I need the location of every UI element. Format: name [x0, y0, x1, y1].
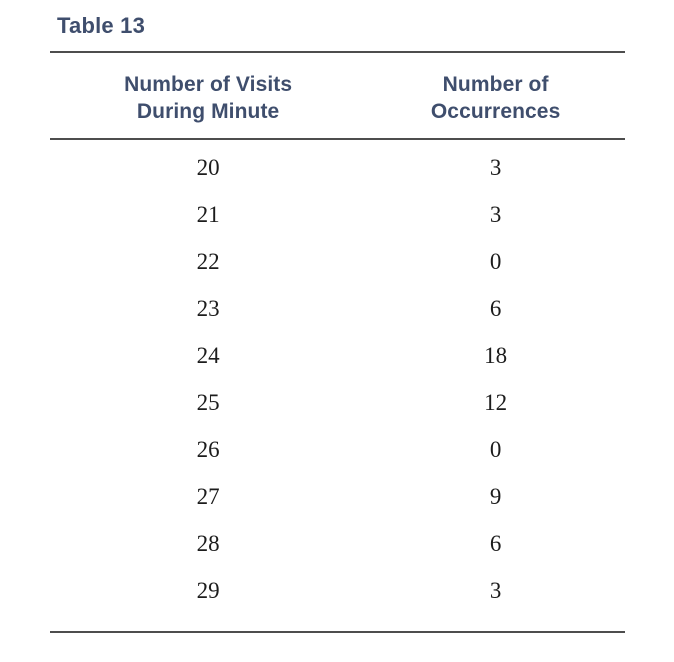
- table-figure: Table 13 Number of Visits During Minute …: [50, 13, 625, 633]
- table-row: 29 3: [50, 567, 625, 614]
- table-top-rule: [50, 51, 625, 53]
- table-body: 20 3 21 3 22 0 23 6 24 18 25 12 26 0 27: [50, 140, 625, 631]
- table-row: 23 6: [50, 285, 625, 332]
- occurrences-cell: 18: [484, 342, 508, 368]
- table-bottom-rule: [50, 631, 625, 633]
- occurrences-cell: 9: [489, 483, 502, 509]
- table-row: 27 9: [50, 473, 625, 520]
- visits-cell: 24: [196, 342, 220, 368]
- visits-cell: 22: [196, 248, 220, 274]
- occurrences-cell: 6: [489, 530, 502, 556]
- visits-cell: 27: [196, 483, 220, 509]
- visits-cell: 23: [196, 295, 220, 321]
- occurrences-cell: 3: [489, 201, 502, 227]
- table-row: 22 0: [50, 238, 625, 285]
- visits-cell: 28: [196, 530, 220, 556]
- occurrences-cell: 0: [489, 436, 502, 462]
- occurrences-cell: 3: [489, 154, 502, 180]
- visits-cell: 26: [196, 436, 220, 462]
- table-row: 20 3: [50, 144, 625, 191]
- header-divider-rule: [50, 138, 625, 140]
- table-row: 21 3: [50, 191, 625, 238]
- table-row: 28 6: [50, 520, 625, 567]
- visits-cell: 25: [196, 389, 220, 415]
- column-header-occurrences: Number of Occurrences: [430, 73, 561, 123]
- visits-cell: 20: [196, 154, 220, 180]
- table-row: 24 18: [50, 332, 625, 379]
- occurrences-cell: 3: [489, 577, 502, 603]
- table-title: Table 13: [57, 13, 146, 38]
- table-row: 26 0: [50, 426, 625, 473]
- occurrences-cell: 6: [489, 295, 502, 321]
- column-header-visits: Number of Visits During Minute: [124, 73, 293, 123]
- table-header-row: Number of Visits During Minute Number of…: [50, 53, 625, 138]
- visits-cell: 21: [196, 201, 220, 227]
- occurrences-cell: 12: [484, 389, 508, 415]
- table-row: 25 12: [50, 379, 625, 426]
- occurrences-cell: 0: [489, 248, 502, 274]
- visits-cell: 29: [196, 577, 220, 603]
